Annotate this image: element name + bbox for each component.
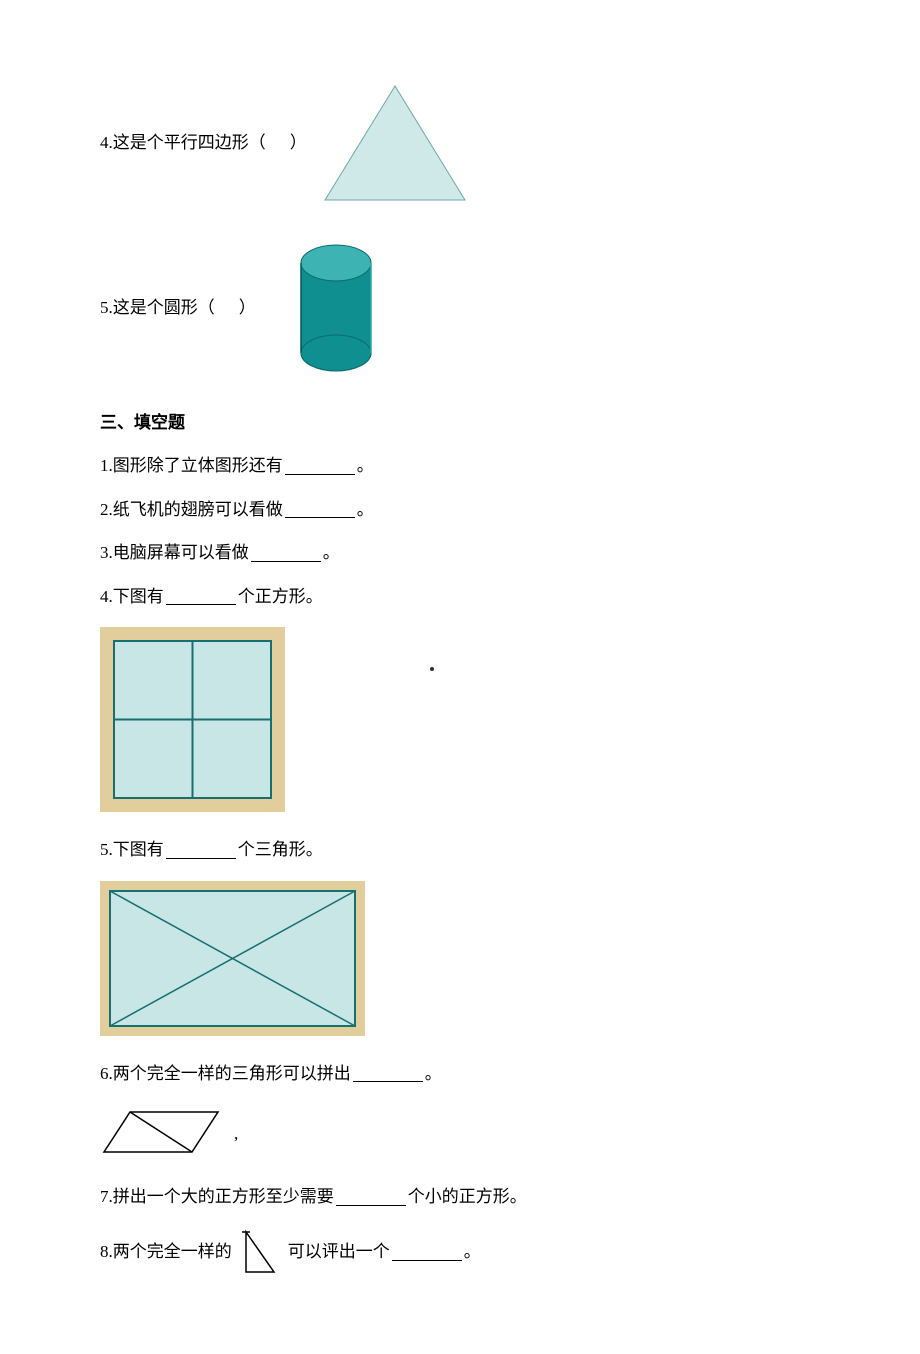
fill-q4-blank[interactable] [166, 587, 236, 605]
fill-q5-blank[interactable] [166, 841, 236, 859]
triangle-svg [315, 78, 475, 208]
fill-q6-figure: , [100, 1104, 820, 1164]
fill-q3-before: 3.电脑屏幕可以看做 [100, 540, 249, 566]
fill-q5-after: 个三角形。 [238, 837, 323, 863]
parallelogram-svg [100, 1104, 230, 1159]
fill-q8-blank[interactable] [392, 1243, 462, 1261]
fill-q7-after: 个小的正方形。 [408, 1184, 527, 1210]
fill-q1: 1.图形除了立体图形还有 。 [100, 453, 820, 479]
fill-q3-blank[interactable] [251, 544, 321, 562]
question-5-circle: 5.这是个圆形（ ） [100, 238, 820, 378]
fill-q3: 3.电脑屏幕可以看做 。 [100, 540, 820, 566]
fill-q2-before: 2.纸飞机的翅膀可以看做 [100, 497, 283, 523]
q4-text-before: 4.这是个平行四边形（ [100, 130, 266, 156]
fill-q6-before: 6.两个完全一样的三角形可以拼出 [100, 1061, 351, 1087]
question-4-parallelogram: 4.这是个平行四边形（ ） [100, 78, 820, 208]
right-triangle-svg [240, 1228, 280, 1276]
fill-q7-before: 7.拼出一个大的正方形至少需要 [100, 1184, 334, 1210]
q5-text-before: 5.这是个圆形（ [100, 295, 215, 321]
fill-q1-after: 。 [357, 453, 374, 479]
fill-q5-figure [100, 881, 820, 1041]
fill-q7-blank[interactable] [336, 1188, 406, 1206]
fill-q4-before: 4.下图有 [100, 584, 164, 610]
fill-q4-after: 个正方形。 [238, 584, 323, 610]
fill-q4-figure [100, 627, 820, 817]
triangle-shape [315, 78, 475, 208]
fill-q8-mid: 可以评出一个 [288, 1239, 390, 1265]
fill-q1-before: 1.图形除了立体图形还有 [100, 453, 283, 479]
document-page: 4.这是个平行四边形（ ） 5.这是个圆形（ ） 三、填空题 1.图形除了立体图… [0, 0, 920, 1354]
fill-q6: 6.两个完全一样的三角形可以拼出 。 [100, 1061, 820, 1087]
cylinder-shape [286, 238, 386, 378]
fill-q5: 5.下图有 个三角形。 [100, 837, 820, 863]
q5-text-after: ） [239, 295, 256, 321]
fill-q4: 4.下图有 个正方形。 [100, 584, 820, 610]
fill-q1-blank[interactable] [285, 457, 355, 475]
fill-q2: 2.纸飞机的翅膀可以看做 。 [100, 497, 820, 523]
fill-q8-after: 。 [464, 1239, 481, 1265]
fill-q6-after: 。 [425, 1061, 442, 1087]
fill-q8: 8.两个完全一样的 可以评出一个 。 [100, 1228, 820, 1276]
fill-q5-before: 5.下图有 [100, 837, 164, 863]
section-3-title: 三、填空题 [100, 408, 820, 433]
right-triangle-shape [240, 1228, 280, 1276]
q4-text-after: ） [290, 130, 307, 156]
cylinder-svg [286, 238, 386, 378]
side-dot-icon [430, 667, 434, 671]
fill-q6-comma: , [234, 1124, 238, 1143]
fill-q3-after: 。 [323, 540, 340, 566]
square-grid-svg [100, 627, 285, 812]
fill-q7: 7.拼出一个大的正方形至少需要 个小的正方形。 [100, 1184, 820, 1210]
fill-q2-after: 。 [357, 497, 374, 523]
fill-q2-blank[interactable] [285, 500, 355, 518]
rect-x-svg [100, 881, 365, 1036]
fill-q6-blank[interactable] [353, 1064, 423, 1082]
fill-q8-before: 8.两个完全一样的 [100, 1239, 232, 1265]
